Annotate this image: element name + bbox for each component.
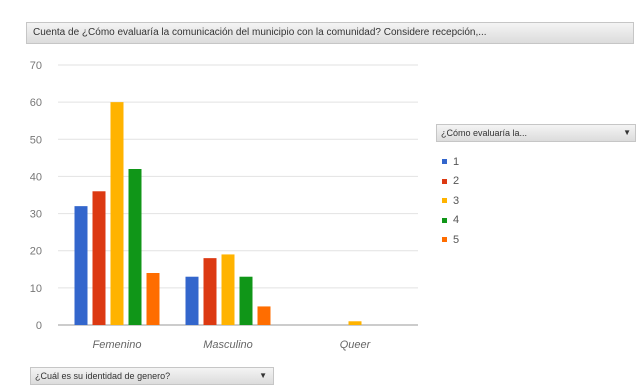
bar-femenino-3[interactable] (110, 102, 124, 326)
legend-item[interactable]: 5 (442, 230, 459, 250)
bar-femenino-5[interactable] (146, 273, 160, 325)
legend-swatch (442, 237, 447, 243)
y-tick-label: 30 (30, 209, 42, 221)
x-axis-ticks: Femenino Masculino Queer (93, 339, 372, 351)
legend-item[interactable]: 3 (442, 191, 459, 211)
bar-masculino-4[interactable] (239, 276, 253, 325)
bar-femenino-1[interactable] (74, 206, 88, 325)
legend-swatch (442, 198, 447, 204)
x-tick-label: Femenino (93, 339, 142, 351)
legend-swatch (442, 217, 447, 223)
x-tick-label: Masculino (203, 339, 253, 351)
legend-label: 1 (453, 155, 460, 168)
chart-title: Cuenta de ¿Cómo evaluaría la comunicació… (26, 22, 634, 44)
bar-masculino-1[interactable] (185, 276, 199, 325)
x-tick-label: Queer (340, 339, 372, 351)
y-tick-label: 70 (30, 60, 42, 72)
bars (74, 102, 362, 326)
bar-femenino-2[interactable] (92, 191, 106, 325)
y-tick-label: 10 (30, 283, 42, 295)
legend: 1 2 3 4 5 (442, 152, 459, 250)
legend-label: 4 (453, 214, 460, 227)
legend-item[interactable]: 2 (442, 172, 459, 192)
bar-masculino-5[interactable] (257, 306, 271, 325)
legend-swatch (442, 159, 447, 165)
chevron-down-icon: ▼ (623, 128, 631, 137)
y-tick-label: 0 (36, 320, 42, 332)
y-tick-label: 60 (30, 97, 42, 109)
bar-masculino-3[interactable] (221, 254, 235, 325)
y-tick-label: 40 (30, 171, 42, 183)
bar-femenino-4[interactable] (128, 169, 142, 325)
axis-filter-dropdown[interactable]: ¿Cuál es su identidad de genero? ▼ (30, 367, 274, 385)
legend-label: 2 (453, 175, 460, 188)
bar-masculino-2[interactable] (203, 258, 217, 325)
legend-item[interactable]: 4 (442, 211, 459, 231)
bar-queer-3[interactable] (348, 321, 362, 325)
legend-label: 3 (453, 194, 460, 207)
legend-filter-label: ¿Cómo evaluaría la... (441, 128, 528, 138)
y-tick-label: 20 (30, 246, 42, 258)
y-tick-label: 50 (30, 134, 42, 146)
legend-item[interactable]: 1 (442, 152, 459, 172)
legend-label: 5 (453, 233, 460, 246)
legend-swatch (442, 178, 447, 184)
axis-filter-label: ¿Cuál es su identidad de genero? (35, 371, 171, 381)
y-axis-ticks: 0 10 20 30 40 50 60 70 (30, 60, 42, 332)
chevron-down-icon: ▼ (259, 371, 267, 380)
legend-filter-dropdown[interactable]: ¿Cómo evaluaría la... ▼ (436, 124, 636, 142)
